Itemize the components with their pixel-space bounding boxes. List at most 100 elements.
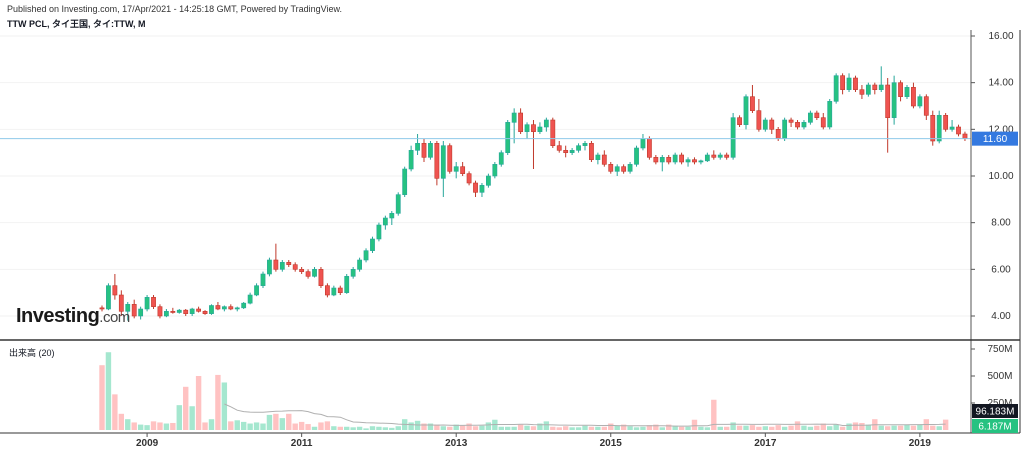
volume-bar — [807, 426, 814, 430]
volume-bar — [711, 399, 717, 430]
volume-bar — [228, 421, 234, 430]
candle-body — [106, 285, 111, 310]
candle — [756, 99, 762, 132]
candle — [595, 152, 601, 165]
candle — [447, 143, 453, 174]
volume-bar — [150, 421, 157, 430]
volume-bar — [936, 426, 942, 430]
candle-body — [466, 173, 472, 184]
candle-body — [704, 154, 710, 162]
candle-body — [563, 150, 569, 153]
candle-body — [337, 287, 343, 293]
candle — [99, 305, 105, 312]
volume-bar — [479, 425, 485, 430]
volume-bar — [588, 426, 595, 430]
volume-bar — [459, 425, 466, 430]
candle — [395, 192, 401, 216]
candle — [898, 80, 903, 102]
candle-body — [814, 112, 820, 118]
candle — [891, 75, 897, 125]
candle-body — [209, 305, 214, 314]
candle-body — [460, 166, 466, 174]
candle — [112, 274, 118, 300]
candle-body — [331, 287, 337, 296]
candle — [376, 222, 382, 242]
candle — [382, 215, 388, 230]
candle-body — [640, 138, 646, 149]
volume-bar — [852, 422, 859, 430]
candle-body — [769, 119, 775, 130]
volume-bar — [395, 426, 401, 430]
volume-bar — [640, 426, 646, 430]
volume-bar — [144, 425, 150, 430]
candle-body — [911, 87, 916, 107]
volume-bar — [839, 426, 846, 430]
volume-bar — [884, 426, 891, 430]
candle — [247, 292, 253, 305]
volume-bar — [756, 426, 762, 430]
candle-body — [479, 185, 485, 193]
volume-bar — [859, 422, 865, 430]
volume-bar — [298, 421, 305, 430]
candle — [164, 309, 169, 318]
candle-body — [350, 269, 356, 277]
volume-bar — [176, 405, 182, 430]
volume-bar — [453, 424, 459, 430]
candle — [363, 248, 369, 263]
volume-bar — [253, 422, 260, 430]
volume-bar — [382, 427, 389, 430]
volume-bar — [273, 413, 279, 430]
candle — [273, 243, 279, 272]
candle-body — [930, 115, 936, 142]
candle-body — [788, 119, 794, 123]
candle — [389, 211, 395, 225]
candle-body — [492, 164, 498, 177]
candle — [711, 150, 717, 160]
time-axis: 2009201120132015201720192021 — [136, 433, 931, 449]
candle-body — [382, 217, 388, 226]
logo-main: Investing — [16, 305, 100, 327]
volume-bar — [582, 425, 588, 430]
candle-body — [923, 96, 929, 116]
price-tick-label: 12.00 — [988, 124, 1013, 135]
candle — [730, 113, 736, 160]
volume-ma-badge-bg — [972, 419, 1018, 433]
candle-body — [415, 143, 420, 151]
volume-bar — [517, 424, 524, 430]
candle — [820, 113, 826, 130]
price-tick-label: 10.00 — [988, 171, 1013, 182]
candle-body — [614, 166, 620, 172]
candle — [769, 117, 775, 134]
volume-bar — [769, 426, 775, 430]
volume-bar — [247, 423, 253, 430]
candle-body — [795, 122, 800, 128]
candle-body — [737, 117, 742, 125]
candle — [118, 290, 124, 316]
volume-bar — [897, 425, 904, 430]
candle — [453, 162, 459, 179]
candle — [627, 162, 633, 174]
candle-body — [247, 294, 253, 304]
candle — [788, 117, 794, 127]
candle-body — [189, 308, 195, 314]
volume-value-badge-bg — [972, 404, 1018, 418]
volume-bar — [266, 414, 273, 430]
volume-bar — [356, 426, 363, 430]
candle — [260, 271, 266, 288]
candle-body — [840, 75, 845, 90]
candle-body — [569, 150, 575, 153]
candle — [698, 159, 704, 165]
volume-bar — [620, 424, 627, 430]
volume-bar — [118, 413, 125, 430]
last-price-badge: 11.60 — [983, 134, 1008, 145]
candle-body — [344, 276, 350, 293]
candle — [563, 145, 569, 158]
candle — [782, 117, 788, 141]
candle-body — [537, 126, 543, 132]
volume-ma-line — [224, 403, 946, 427]
price-tick-label: 16.00 — [988, 31, 1013, 42]
volume-bar — [318, 422, 324, 430]
candle — [672, 152, 678, 165]
candle — [872, 82, 878, 95]
